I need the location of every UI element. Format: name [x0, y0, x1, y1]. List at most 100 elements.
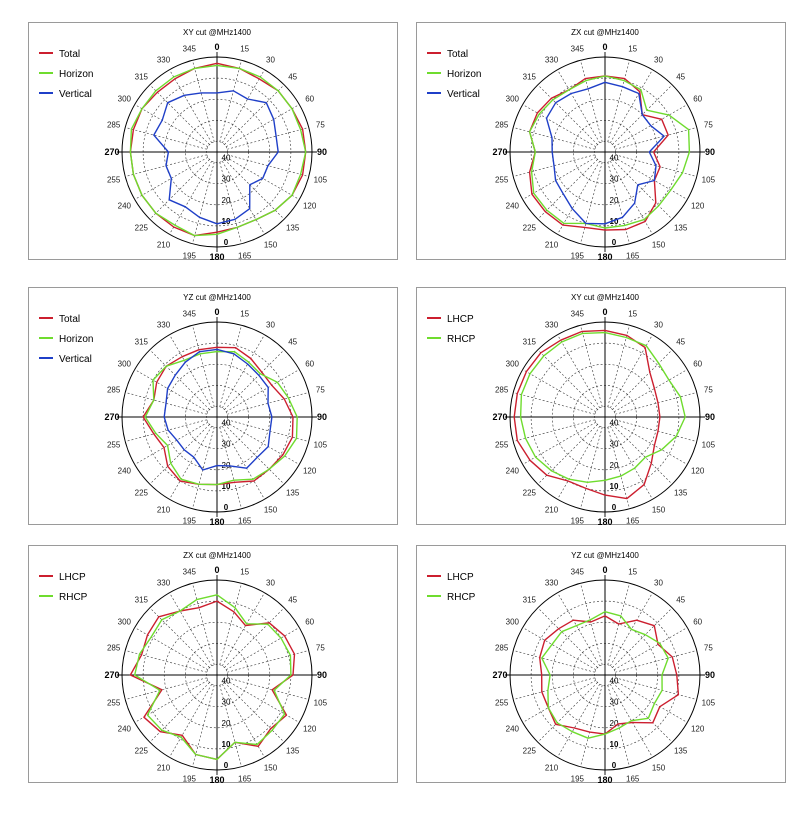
grid-spoke — [580, 325, 603, 407]
angle-tick-label: 270 — [492, 147, 507, 157]
angle-tick-label: 240 — [118, 202, 132, 211]
angle-tick-label: 150 — [264, 764, 278, 773]
legend-label: Vertical — [447, 89, 480, 100]
angle-tick-label: 270 — [104, 412, 119, 422]
grid-spoke — [557, 425, 600, 500]
angle-tick-label: 75 — [704, 385, 713, 394]
angle-tick-label: 270 — [492, 670, 507, 680]
radial-tick-label: 30 — [610, 175, 619, 184]
angle-tick-label: 165 — [626, 774, 640, 783]
angle-tick-label: 75 — [704, 643, 713, 652]
angle-tick-label: 195 — [183, 774, 197, 783]
grid-spoke — [225, 680, 300, 723]
angle-tick-label: 345 — [183, 310, 197, 319]
angle-tick-label: 330 — [545, 320, 559, 329]
angle-tick-label: 240 — [506, 467, 520, 476]
angle-tick-label: 315 — [135, 337, 149, 346]
grid-spoke — [613, 680, 688, 723]
angle-tick-label: 90 — [705, 412, 715, 422]
angle-tick-label: 0 — [214, 42, 219, 52]
angle-tick-label: 255 — [495, 176, 509, 185]
angle-tick-label: 345 — [183, 568, 197, 577]
angle-tick-label: 90 — [317, 412, 327, 422]
chart-panel-4: XY cut @MHz1400 0 15 30 45 60 75 90 105 120 135 150… — [416, 287, 786, 526]
angle-tick-label: 195 — [571, 774, 585, 783]
chart-title: ZX cut @MHz1400 — [571, 28, 639, 37]
angle-tick-label: 165 — [626, 251, 640, 260]
radial-tick-label: 0 — [612, 761, 617, 770]
angle-tick-label: 300 — [118, 360, 132, 369]
angle-tick-label: 120 — [303, 467, 317, 476]
angle-tick-label: 30 — [654, 55, 663, 64]
radial-tick-label: 20 — [222, 196, 231, 205]
series-line-vertical — [163, 348, 273, 471]
angle-tick-label: 315 — [523, 337, 537, 346]
legend-label: LHCP — [447, 572, 474, 583]
grid-spoke — [222, 69, 265, 144]
angle-tick-label: 240 — [118, 467, 132, 476]
angle-tick-label: 225 — [523, 224, 537, 233]
angle-tick-label: 150 — [652, 506, 666, 515]
radial-tick-label: 10 — [222, 740, 231, 749]
angle-tick-label: 30 — [654, 578, 663, 587]
angle-tick-label: 135 — [286, 224, 300, 233]
radial-tick-label: 30 — [222, 440, 231, 449]
angle-tick-label: 105 — [702, 176, 716, 185]
angle-tick-label: 285 — [495, 120, 509, 129]
angle-tick-label: 45 — [288, 72, 297, 81]
legend-label: Total — [59, 314, 80, 325]
angle-tick-label: 345 — [183, 45, 197, 54]
angle-tick-label: 285 — [107, 643, 121, 652]
chart-title: ZX cut @MHz1400 — [183, 551, 251, 560]
series-line-horizon — [129, 64, 307, 237]
radial-tick-label: 20 — [610, 719, 619, 728]
angle-tick-label: 135 — [674, 224, 688, 233]
angle-tick-label: 45 — [288, 595, 297, 604]
polar-grid — [117, 317, 317, 517]
series-line-vertical — [153, 90, 279, 225]
angle-tick-label: 150 — [264, 241, 278, 250]
angle-tick-label: 105 — [314, 441, 328, 450]
radial-tick-label: 20 — [610, 196, 619, 205]
angle-tick-label: 135 — [286, 489, 300, 498]
angle-tick-label: 30 — [266, 55, 275, 64]
angle-tick-label: 90 — [317, 670, 327, 680]
angle-tick-label: 165 — [238, 516, 252, 525]
angle-tick-label: 255 — [107, 699, 121, 708]
series-line-vertical — [545, 81, 665, 225]
angle-tick-label: 150 — [652, 241, 666, 250]
angle-tick-label: 15 — [240, 568, 249, 577]
angle-tick-label: 15 — [240, 45, 249, 54]
grid-spoke — [169, 425, 212, 500]
angle-tick-label: 60 — [305, 618, 314, 627]
grid-spoke — [513, 127, 595, 150]
angle-tick-label: 300 — [118, 95, 132, 104]
angle-tick-label: 270 — [104, 670, 119, 680]
angle-tick-label: 300 — [506, 618, 520, 627]
angle-tick-label: 210 — [157, 506, 171, 515]
legend-label: Horizon — [59, 69, 93, 80]
polar-grid — [117, 52, 317, 252]
grid-spoke — [580, 583, 603, 665]
legend-label: RHCP — [447, 592, 476, 603]
angle-tick-label: 225 — [523, 747, 537, 756]
grid-spoke — [613, 627, 688, 670]
angle-tick-label: 0 — [602, 565, 607, 575]
angle-tick-label: 330 — [157, 320, 171, 329]
angle-tick-label: 270 — [492, 412, 507, 422]
angle-tick-label: 180 — [209, 775, 224, 784]
radial-tick-label: 30 — [610, 440, 619, 449]
angle-tick-label: 345 — [571, 568, 585, 577]
radial-tick-label: 30 — [222, 175, 231, 184]
chart-title: YZ cut @MHz1400 — [183, 293, 251, 302]
radial-tick-label: 0 — [612, 503, 617, 512]
radial-tick-label: 10 — [222, 482, 231, 491]
angle-tick-label: 285 — [107, 120, 121, 129]
grid-spoke — [607, 60, 630, 142]
radial-tick-label: 10 — [610, 482, 619, 491]
angle-tick-label: 255 — [495, 441, 509, 450]
angle-tick-label: 120 — [691, 725, 705, 734]
angle-tick-label: 195 — [183, 251, 197, 260]
chart-panel-6: YZ cut @MHz1400 0 15 30 45 60 75 90 105 120 135 150… — [416, 545, 786, 784]
radial-tick-label: 40 — [610, 154, 619, 163]
